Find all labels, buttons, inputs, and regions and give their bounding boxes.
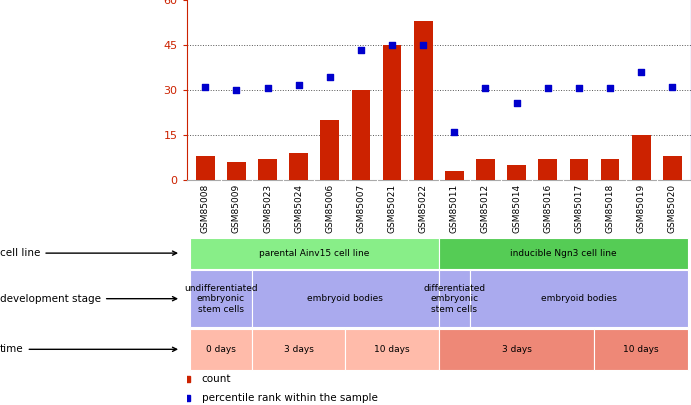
Bar [439,329,594,370]
Bar [190,271,252,327]
Bar [414,21,433,180]
Text: GSM85006: GSM85006 [325,184,334,233]
Bar [439,238,688,269]
Bar [476,159,495,180]
Text: development stage: development stage [0,294,177,304]
Text: GSM85023: GSM85023 [263,184,272,233]
Text: count: count [202,374,231,384]
Bar [538,159,557,180]
Point [667,83,678,90]
Text: time: time [0,344,177,354]
Bar [190,329,252,370]
Bar [346,329,439,370]
Text: differentiated
embryonic
stem cells: differentiated embryonic stem cells [424,284,485,313]
Point [542,85,553,92]
Point [511,100,522,106]
Bar [439,271,470,327]
Bar [190,238,439,269]
Bar [632,135,650,180]
Text: embryoid bodies: embryoid bodies [541,294,617,303]
Point [293,81,304,88]
Bar [352,90,370,180]
Point [200,83,211,90]
Text: 0 days: 0 days [206,345,236,354]
Point [231,87,242,94]
Point [324,74,335,81]
Point [636,69,647,75]
Text: GSM85008: GSM85008 [201,184,210,233]
Bar [227,162,246,180]
Bar [663,156,681,180]
Point [480,85,491,92]
Text: GSM85012: GSM85012 [481,184,490,233]
Text: GSM85007: GSM85007 [357,184,366,233]
Text: 10 days: 10 days [375,345,410,354]
Point [355,47,366,54]
Bar [258,159,277,180]
Bar [252,329,346,370]
Point [574,85,585,92]
Text: GSM85024: GSM85024 [294,184,303,233]
Bar [383,45,401,180]
Text: parental Ainv15 cell line: parental Ainv15 cell line [259,249,370,258]
Point [605,85,616,92]
Text: GSM85009: GSM85009 [232,184,241,233]
Text: GSM85020: GSM85020 [668,184,676,233]
Bar [600,159,619,180]
Text: GSM85014: GSM85014 [512,184,521,233]
Text: 3 days: 3 days [284,345,314,354]
Text: GSM85022: GSM85022 [419,184,428,233]
Text: GSM85011: GSM85011 [450,184,459,233]
Text: GSM85021: GSM85021 [388,184,397,233]
Text: embryoid bodies: embryoid bodies [307,294,384,303]
Text: inducible Ngn3 cell line: inducible Ngn3 cell line [510,249,616,258]
Text: GSM85018: GSM85018 [605,184,614,233]
Bar [594,329,688,370]
Text: GSM85016: GSM85016 [543,184,552,233]
Bar [470,271,688,327]
Text: percentile rank within the sample: percentile rank within the sample [202,393,377,403]
Bar [290,153,308,180]
Bar [569,159,588,180]
Point [262,85,273,92]
Bar [507,165,526,180]
Text: 10 days: 10 days [623,345,659,354]
Bar [321,120,339,180]
Point [386,42,397,48]
Bar [445,171,464,180]
Text: 3 days: 3 days [502,345,531,354]
Bar [252,271,439,327]
Text: GSM85019: GSM85019 [636,184,645,233]
Bar [196,156,215,180]
Text: GSM85017: GSM85017 [574,184,583,233]
Point [449,128,460,135]
Text: undifferentiated
embryonic
stem cells: undifferentiated embryonic stem cells [184,284,258,313]
Point [417,42,428,48]
Text: cell line: cell line [0,248,177,258]
